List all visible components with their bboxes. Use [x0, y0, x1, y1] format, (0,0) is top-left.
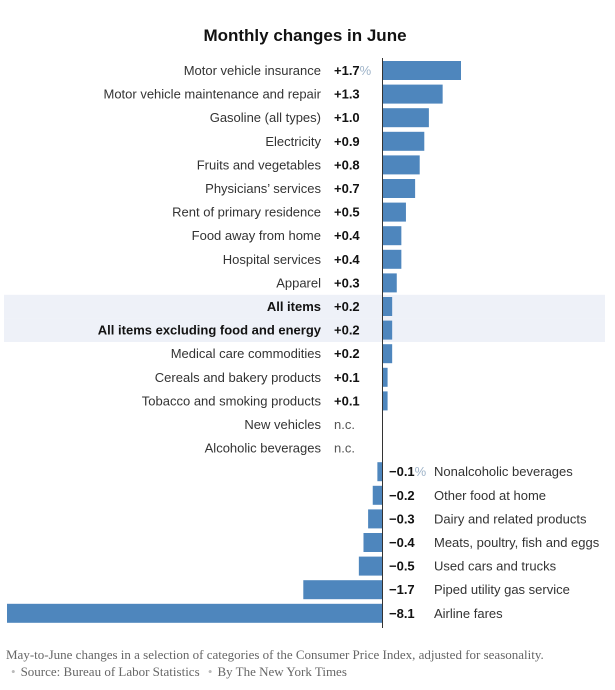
category-label: Airline fares: [434, 606, 503, 621]
category-label: Fruits and vegetables: [197, 157, 322, 172]
category-label: Rent of primary residence: [172, 205, 321, 220]
value-label: +0.2: [334, 299, 360, 314]
value-label: +0.1: [334, 393, 360, 408]
bar: [383, 273, 397, 293]
value-label: +0.2: [334, 323, 360, 338]
value-label: +1.7%: [334, 63, 372, 78]
value-label: +0.7: [334, 181, 360, 196]
value-label: −0.1%: [389, 464, 427, 479]
value-label: +1.0: [334, 110, 360, 125]
chart-title: Monthly changes in June: [203, 26, 407, 45]
category-label: Medical care commodities: [171, 346, 322, 361]
highlight-band: [4, 294, 605, 319]
bar: [383, 202, 406, 222]
category-label: Food away from home: [192, 228, 321, 243]
bar: [383, 155, 420, 175]
value-label: +1.3: [334, 87, 360, 102]
category-label: Used cars and trucks: [434, 559, 557, 574]
category-label: Motor vehicle maintenance and repair: [103, 87, 321, 102]
value-label: −1.7: [389, 582, 415, 597]
value-label: +0.8: [334, 157, 360, 172]
category-label: New vehicles: [244, 417, 321, 432]
bar: [383, 179, 416, 198]
value-label: −0.5: [389, 559, 415, 574]
bar: [383, 320, 393, 340]
value-label: −8.1: [389, 606, 415, 621]
category-label: Alcoholic beverages: [205, 441, 322, 456]
value-label: +0.1: [334, 370, 360, 385]
category-label: Cereals and bakery products: [155, 370, 322, 385]
highlight-band: [4, 318, 605, 342]
bar: [383, 61, 461, 80]
category-label: Nonalcoholic beverages: [434, 464, 573, 479]
bar: [377, 462, 382, 482]
value-label: +0.4: [334, 228, 360, 243]
bar: [358, 556, 382, 576]
category-label: Physicians’ services: [205, 181, 321, 196]
bar: [383, 297, 393, 316]
bar: [372, 485, 382, 505]
value-label: −0.2: [389, 488, 415, 503]
value-label: −0.3: [389, 511, 415, 526]
value-label: +0.2: [334, 346, 360, 361]
value-label: −0.4: [389, 535, 415, 550]
category-label: Piped utility gas service: [434, 582, 570, 597]
category-label: Gasoline (all types): [210, 110, 321, 125]
value-label: +0.9: [334, 134, 360, 149]
bar: [368, 509, 382, 529]
value-label: +0.4: [334, 252, 360, 267]
category-label: Dairy and related products: [434, 511, 587, 526]
value-label: +0.3: [334, 275, 360, 290]
category-label: Tobacco and smoking products: [142, 393, 322, 408]
bar: [363, 533, 382, 552]
bar: [383, 367, 388, 387]
category-label: Hospital services: [223, 252, 322, 267]
bar: [383, 249, 402, 269]
category-label: Motor vehicle insurance: [184, 63, 321, 78]
category-label: All items: [267, 299, 321, 314]
category-label: Meats, poultry, fish and eggs: [434, 535, 600, 550]
separator-dot-icon: •: [207, 664, 213, 679]
footer-credit: By The New York Times: [217, 664, 347, 679]
separator-dot-icon: •: [11, 664, 16, 679]
bar: [383, 391, 388, 411]
bar: [383, 108, 429, 128]
footer-description: May-to-June changes in a selection of ca…: [6, 647, 544, 662]
category-label: Other food at home: [434, 488, 546, 503]
bar: [383, 226, 402, 246]
value-label: n.c.: [334, 417, 355, 432]
chart-footer: May-to-June changes in a selection of ca…: [6, 646, 566, 680]
category-label: Apparel: [276, 275, 321, 290]
category-label: All items excluding food and energy: [98, 323, 322, 338]
footer-source: Source: Bureau of Labor Statistics: [20, 664, 200, 679]
bar: [383, 84, 443, 104]
bar-chart: Motor vehicle insurance +1.7% Motor vehicl…: [4, 58, 605, 628]
bar: [383, 131, 425, 151]
value-label: +0.5: [334, 205, 360, 220]
bar: [303, 580, 382, 600]
category-label: Electricity: [265, 134, 321, 149]
unit-suffix: %: [415, 464, 427, 479]
bar: [383, 344, 393, 364]
unit-suffix: %: [360, 63, 372, 78]
value-label: n.c.: [334, 441, 355, 456]
bar: [7, 603, 382, 623]
